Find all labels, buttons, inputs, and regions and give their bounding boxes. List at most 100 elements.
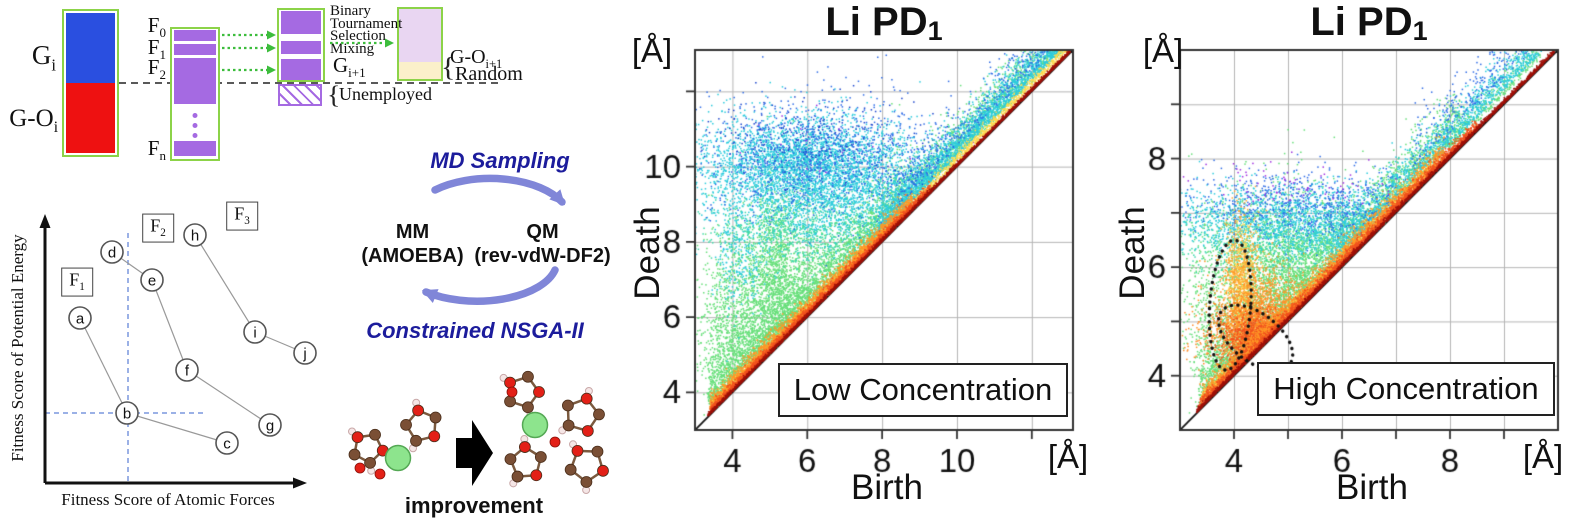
pd-low-title: Li PD1	[825, 0, 943, 46]
atom	[530, 469, 543, 482]
atom	[369, 428, 381, 441]
atom	[522, 401, 534, 414]
solution-point-label: a	[76, 311, 85, 328]
atom	[410, 434, 422, 447]
atom	[534, 451, 547, 463]
f0-label: F0	[147, 13, 166, 41]
solution-point	[140, 268, 164, 292]
random-label: Random	[455, 63, 523, 85]
mm-node: MM (AMOEBA)	[361, 221, 464, 267]
persistence-diagram-high: Li PD1 [Å] Death Birth [Å] High Concentr…	[1113, 0, 1570, 520]
atom	[511, 470, 524, 483]
pareto-front-diagram: a b c d e f g h i j Fitness Score of Potential En…	[0, 190, 340, 520]
solution-point	[100, 240, 124, 264]
solution-point-label: i	[253, 325, 256, 342]
atom	[504, 376, 516, 389]
qm-node: QM (rev-vdW-DF2)	[474, 221, 611, 267]
atom	[580, 392, 593, 405]
next-generation-column	[277, 8, 325, 82]
front-1-label: F1	[61, 267, 93, 297]
pareto-x-axis-label: Fitness Score of Atomic Forces	[61, 490, 275, 509]
front-2-label: F2	[142, 213, 174, 243]
selected-box	[281, 41, 321, 54]
atom	[428, 430, 441, 443]
atom	[522, 370, 534, 383]
unemployed-hatched-box	[278, 84, 322, 106]
selected-box	[281, 59, 321, 80]
molecule-improvement-panel: improvement	[340, 330, 670, 520]
pd-high-x-axis-label: Birth	[1336, 468, 1408, 507]
lithium-atom	[384, 444, 412, 472]
y-axis-arrowhead	[39, 214, 51, 228]
pd-low-plot-canvas	[630, 40, 1100, 510]
pareto-y-axis-label: Fitness Score of Potential Energy	[8, 234, 27, 462]
front-edge	[151, 279, 188, 371]
front-f1-box	[174, 44, 216, 55]
solution-point-label: b	[123, 406, 131, 423]
solution-point-label: h	[191, 228, 199, 245]
atom	[429, 411, 442, 424]
md-sampling-label: MD Sampling	[430, 148, 570, 173]
front-f2-box	[174, 58, 216, 104]
solution-point	[215, 431, 239, 455]
atom	[597, 464, 609, 477]
generation-blue-part	[66, 13, 115, 83]
solution-point	[115, 401, 139, 425]
persistence-diagram-low: Li PD1 [Å] Death Birth [Å] Low Concentra…	[628, 0, 1100, 520]
front-3-label: F3	[226, 201, 258, 231]
atom	[504, 453, 517, 466]
atom	[351, 431, 364, 444]
front-edge	[186, 369, 271, 426]
nsga-arrow	[421, 266, 559, 305]
solution-point-label: e	[148, 273, 156, 290]
atom	[504, 395, 516, 408]
f1-label: F1	[147, 35, 166, 63]
generation-box	[62, 9, 119, 157]
oxygen-atom	[549, 436, 561, 448]
solution-point-label: d	[108, 245, 116, 262]
front-edge	[79, 317, 128, 414]
offspring-mixed-part	[399, 9, 441, 62]
atom	[564, 463, 577, 476]
random-brace: {	[441, 52, 456, 83]
atom	[562, 419, 575, 432]
front-edge	[126, 412, 228, 444]
front-edge	[194, 234, 256, 333]
ellipsis-dot	[192, 113, 198, 118]
ga-arrow-layer	[222, 30, 394, 75]
pd-low-y-unit: [Å]	[631, 32, 673, 69]
g-i1-label: Gi+1	[333, 53, 366, 81]
atom	[580, 476, 593, 488]
fn-label: Fn	[147, 136, 166, 164]
atom	[591, 445, 604, 458]
pd-low-x-axis-label: Birth	[851, 468, 923, 507]
pd-high-plot-canvas	[1115, 40, 1570, 510]
constrained-nsga-label: Constrained NSGA-II	[366, 318, 584, 343]
x-axis-arrowhead	[293, 477, 307, 489]
g-o-i-label: G-Oi	[9, 105, 58, 136]
solution-point-label: g	[266, 418, 274, 435]
improvement-caption: improvement	[404, 493, 544, 518]
md-sampling-arrow	[431, 174, 566, 206]
atom	[593, 408, 605, 421]
solution-point	[175, 358, 199, 382]
solution-point	[183, 223, 207, 247]
unemployed-label: Unemployed	[339, 84, 432, 104]
oxygen-atom	[506, 386, 518, 398]
mm-qm-cycle-diagram: MD Sampling MM (AMOEBA) QM (rev-vdW-DF2) C…	[340, 120, 670, 350]
solution-point	[68, 306, 92, 330]
ellipsis-dot	[192, 123, 198, 128]
atom	[412, 404, 425, 417]
genetic-algorithm-diagram: Gi G-Oi F0 F1 F2 Fn Binary Tournament Sel	[0, 0, 640, 185]
solution-point	[258, 413, 282, 437]
solution-point	[293, 341, 317, 365]
solution-point	[243, 320, 267, 344]
g-i-label: Gi	[31, 40, 56, 75]
atom	[533, 386, 545, 398]
g-o-i1-label: G-Oi+1	[450, 46, 503, 71]
pd-high-title: Li PD1	[1310, 0, 1428, 46]
solution-point-label: f	[185, 363, 190, 380]
f2-label: F2	[147, 55, 166, 83]
lithium-atom	[521, 411, 549, 439]
